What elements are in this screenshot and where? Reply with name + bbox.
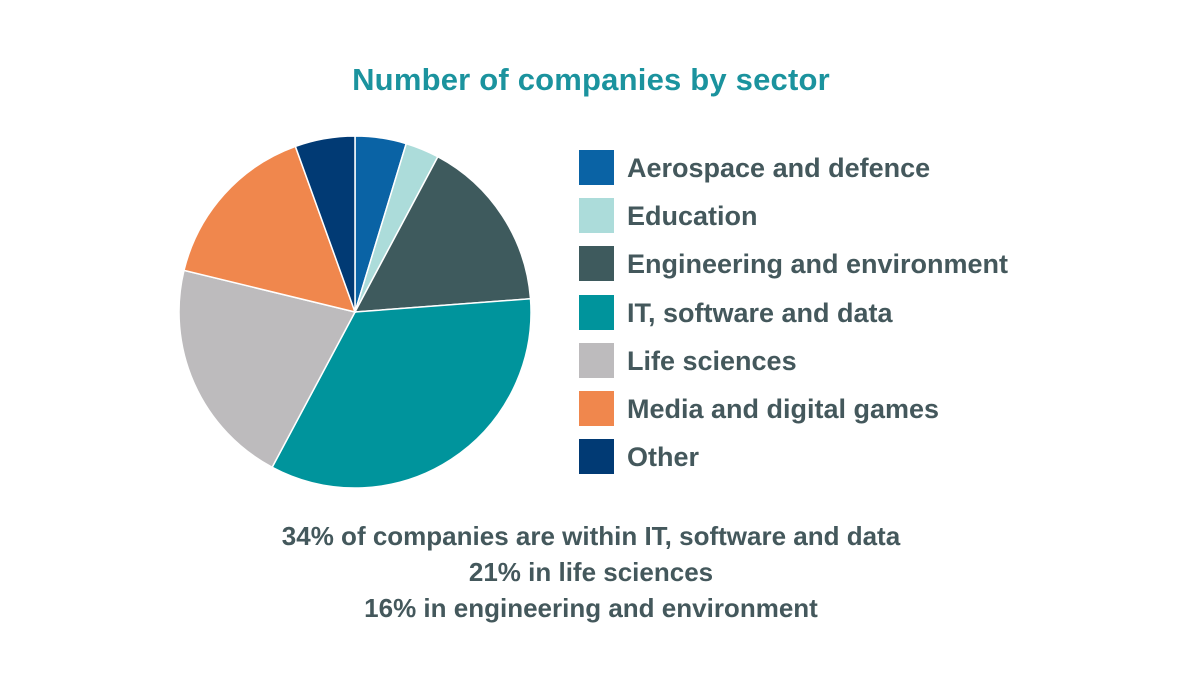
legend-label-it-software: IT, software and data bbox=[627, 297, 893, 328]
summary-note-it: 34% of companies are within IT, software… bbox=[281, 521, 901, 551]
legend-label-other: Other bbox=[627, 442, 700, 473]
summary-note-life-sciences: 21% in life sciences bbox=[468, 557, 714, 587]
pie-slice-other bbox=[294, 135, 356, 313]
chart-title: Number of companies by sector bbox=[352, 62, 830, 97]
legend-label-media: Media and digital games bbox=[627, 393, 940, 424]
legend-label-engineering: Engineering and environment bbox=[627, 249, 1009, 280]
legend-swatch-engineering bbox=[579, 246, 614, 282]
legend-swatch-other bbox=[579, 439, 614, 475]
legend-swatch-it-software bbox=[579, 294, 614, 330]
pie-slice-life-sciences bbox=[178, 269, 357, 469]
legend-label-life-sciences: Life sciences bbox=[627, 345, 797, 376]
summary-notes: 34% of companies are within IT, software… bbox=[0, 518, 1182, 626]
legend-swatch-aerospace bbox=[579, 150, 614, 185]
summary-note-engineering: 16% in engineering and environment bbox=[364, 593, 818, 623]
pie-slice-engineering bbox=[353, 155, 532, 313]
legend-label-aerospace: Aerospace and defence bbox=[627, 153, 931, 183]
legend-swatch-media bbox=[579, 390, 614, 426]
legend-label-education: Education bbox=[627, 201, 758, 232]
legend-swatch-life-sciences bbox=[579, 342, 614, 378]
legend-swatch-education bbox=[579, 198, 614, 234]
pie-slice-media bbox=[183, 145, 357, 314]
